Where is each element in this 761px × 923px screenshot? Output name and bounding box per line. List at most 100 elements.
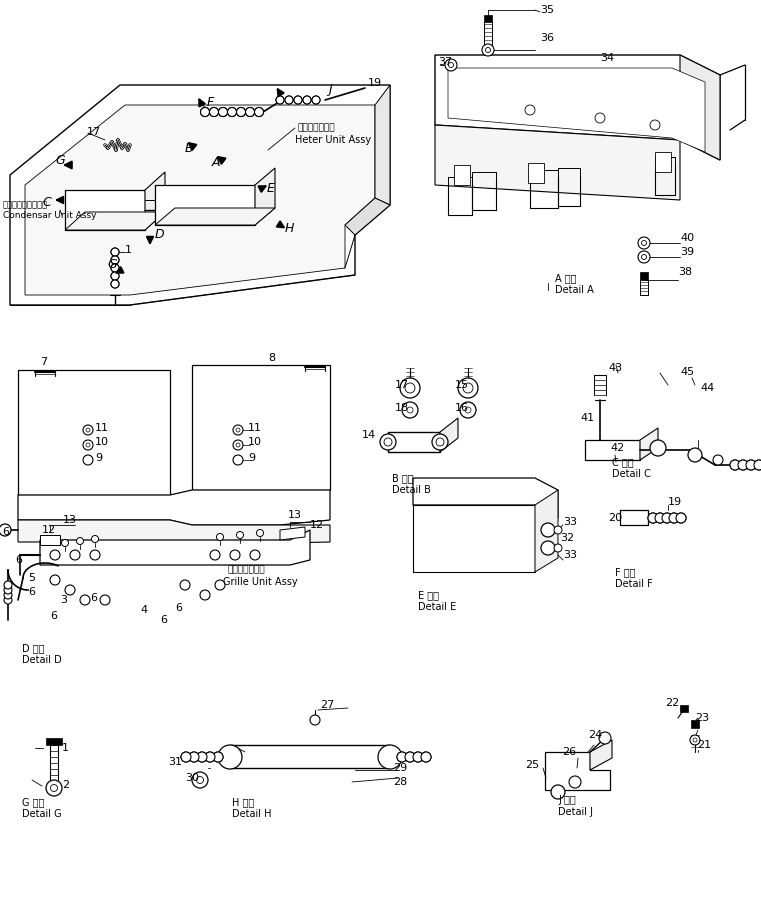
Polygon shape bbox=[192, 365, 330, 490]
Circle shape bbox=[738, 460, 748, 470]
Text: 1: 1 bbox=[125, 245, 132, 255]
Circle shape bbox=[407, 407, 413, 413]
Text: F 詳細: F 詳細 bbox=[615, 567, 635, 577]
Text: 18: 18 bbox=[395, 403, 409, 413]
Circle shape bbox=[413, 752, 423, 762]
Text: 27: 27 bbox=[320, 700, 334, 710]
Polygon shape bbox=[145, 172, 165, 230]
Circle shape bbox=[482, 44, 494, 56]
Text: 20: 20 bbox=[608, 513, 622, 523]
Polygon shape bbox=[620, 510, 648, 525]
Text: Heter Unit Assy: Heter Unit Assy bbox=[295, 135, 371, 145]
Circle shape bbox=[746, 460, 756, 470]
Text: 8: 8 bbox=[268, 353, 275, 363]
Circle shape bbox=[181, 752, 191, 762]
Circle shape bbox=[642, 241, 647, 246]
Polygon shape bbox=[640, 272, 648, 280]
Circle shape bbox=[413, 752, 423, 762]
Text: 9: 9 bbox=[95, 453, 102, 463]
Text: 35: 35 bbox=[540, 5, 554, 15]
Text: 40: 40 bbox=[680, 233, 694, 243]
Circle shape bbox=[228, 107, 237, 116]
Text: 34: 34 bbox=[600, 53, 614, 63]
Circle shape bbox=[525, 105, 535, 115]
Text: A 詳細: A 詳細 bbox=[555, 273, 577, 283]
Text: 32: 32 bbox=[560, 533, 574, 543]
Text: G: G bbox=[55, 153, 65, 166]
Polygon shape bbox=[40, 535, 60, 545]
Circle shape bbox=[196, 776, 203, 784]
Circle shape bbox=[285, 96, 293, 104]
Text: 19: 19 bbox=[668, 497, 682, 507]
Text: 10: 10 bbox=[248, 437, 262, 447]
Text: 42: 42 bbox=[610, 443, 624, 453]
Circle shape bbox=[209, 107, 218, 116]
Text: 13: 13 bbox=[288, 510, 302, 520]
Circle shape bbox=[599, 732, 611, 744]
Text: B 詳細: B 詳細 bbox=[392, 473, 414, 483]
Circle shape bbox=[111, 272, 119, 280]
Polygon shape bbox=[65, 190, 145, 230]
Circle shape bbox=[197, 752, 207, 762]
Circle shape bbox=[436, 438, 444, 446]
Text: 25: 25 bbox=[525, 760, 539, 770]
Polygon shape bbox=[155, 208, 275, 225]
Circle shape bbox=[111, 248, 119, 256]
Circle shape bbox=[754, 460, 761, 470]
Circle shape bbox=[237, 107, 246, 116]
Circle shape bbox=[256, 530, 263, 536]
Text: 16: 16 bbox=[455, 403, 469, 413]
Text: 6: 6 bbox=[90, 593, 97, 603]
Circle shape bbox=[77, 537, 84, 545]
Text: 22: 22 bbox=[665, 698, 680, 708]
Circle shape bbox=[738, 460, 748, 470]
Circle shape bbox=[310, 715, 320, 725]
Circle shape bbox=[86, 428, 90, 432]
Circle shape bbox=[400, 378, 420, 398]
Circle shape bbox=[236, 428, 240, 432]
Circle shape bbox=[86, 443, 90, 447]
Circle shape bbox=[642, 255, 647, 259]
Text: 6: 6 bbox=[2, 527, 9, 537]
Circle shape bbox=[111, 280, 119, 288]
Polygon shape bbox=[25, 105, 375, 295]
Circle shape bbox=[569, 776, 581, 788]
Text: Detail G: Detail G bbox=[22, 809, 62, 819]
Polygon shape bbox=[440, 418, 458, 452]
Circle shape bbox=[83, 455, 93, 465]
Circle shape bbox=[200, 590, 210, 600]
Circle shape bbox=[181, 752, 191, 762]
Circle shape bbox=[405, 752, 415, 762]
Circle shape bbox=[690, 735, 700, 745]
Polygon shape bbox=[388, 432, 440, 452]
Circle shape bbox=[236, 443, 240, 447]
Text: 17: 17 bbox=[395, 380, 409, 390]
Circle shape bbox=[233, 425, 243, 435]
Circle shape bbox=[80, 595, 90, 605]
Circle shape bbox=[50, 575, 60, 585]
Text: 3: 3 bbox=[60, 595, 67, 605]
Text: 2: 2 bbox=[62, 780, 69, 790]
Text: 6: 6 bbox=[15, 555, 22, 565]
Circle shape bbox=[554, 544, 562, 552]
Circle shape bbox=[397, 752, 407, 762]
Circle shape bbox=[228, 107, 237, 116]
Circle shape bbox=[655, 513, 665, 523]
Circle shape bbox=[693, 738, 697, 742]
Circle shape bbox=[458, 378, 478, 398]
Polygon shape bbox=[10, 85, 390, 305]
Circle shape bbox=[230, 550, 240, 560]
Circle shape bbox=[254, 107, 263, 116]
Circle shape bbox=[465, 407, 471, 413]
Circle shape bbox=[213, 752, 223, 762]
Circle shape bbox=[189, 752, 199, 762]
Circle shape bbox=[662, 513, 672, 523]
Text: 12: 12 bbox=[310, 520, 324, 530]
Text: E: E bbox=[267, 182, 275, 195]
Text: Detail A: Detail A bbox=[555, 285, 594, 295]
Text: Detail E: Detail E bbox=[418, 602, 457, 612]
Text: Detail F: Detail F bbox=[615, 579, 653, 589]
Text: Detail C: Detail C bbox=[612, 469, 651, 479]
Circle shape bbox=[70, 550, 80, 560]
Circle shape bbox=[111, 256, 119, 264]
